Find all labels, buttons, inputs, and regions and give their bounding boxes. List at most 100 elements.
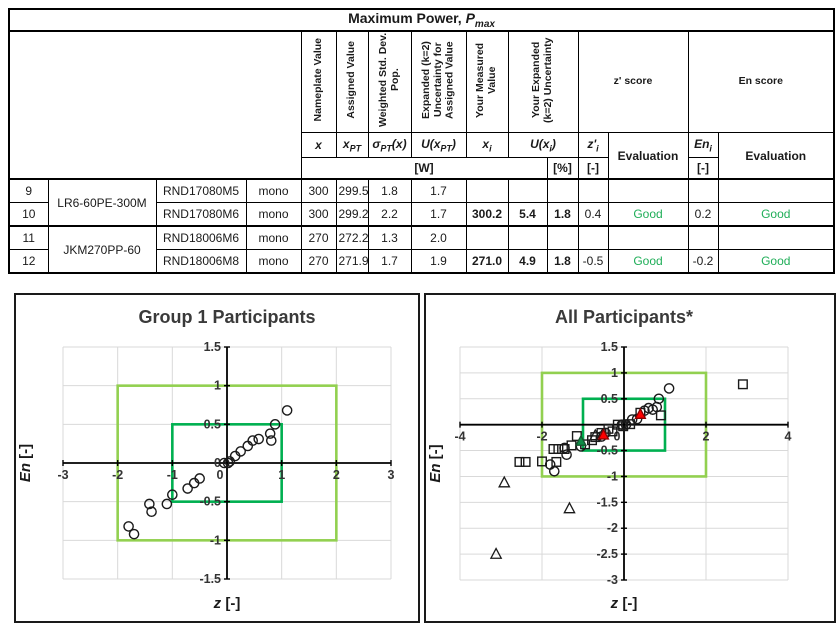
cell-row-number: 9: [8, 178, 49, 203]
chart-title: Group 1 Participants: [138, 307, 315, 327]
cell-en: [687, 178, 719, 203]
chart-svg-1: -4 -2 0 2 4 1.5 1 0.5 -0.5 -1 -1.5 -2 -2.5 -3 All Part…: [427, 307, 792, 612]
svg-text:3: 3: [388, 468, 395, 482]
svg-text:-2: -2: [112, 468, 123, 482]
cell-cell-type: mono: [245, 202, 302, 227]
cell-row-number: 11: [8, 225, 49, 250]
cell-cell-type: mono: [245, 178, 302, 203]
cell-cell-type: mono: [245, 249, 302, 274]
cell-xpt: 272.2: [335, 225, 369, 250]
cell-sample-id: RND17080M5: [155, 178, 247, 203]
svg-text:0: 0: [217, 468, 224, 482]
tick-labels: -4 -2 0 2 4 1.5 1 0.5 -0.5 -1 -1.5 -2 -2.5 -3: [454, 340, 791, 587]
unit-percent: [%]: [546, 157, 579, 180]
chart-title: All Participants*: [555, 307, 693, 327]
x-axis-title: z [-]: [610, 595, 638, 612]
svg-text:1: 1: [278, 468, 285, 482]
svg-text:-4: -4: [454, 430, 465, 444]
cell-z: [577, 178, 609, 203]
table-title-subscript: max: [474, 18, 495, 30]
cell-row-number: 10: [8, 202, 49, 227]
cell-upct: [546, 225, 579, 250]
cell-xi: [465, 178, 509, 203]
cell-eval: Good: [607, 202, 689, 227]
cell-row-number: 12: [8, 249, 49, 274]
svg-text:-1: -1: [167, 468, 178, 482]
header-en-score: En score: [687, 30, 835, 133]
axes: [62, 346, 392, 580]
header-evaluation-en: Evaluation: [717, 132, 835, 180]
series-green-filled-triangle: [574, 434, 587, 446]
cell-module-name: JKM270PP-60: [47, 225, 157, 274]
unit-watts: [W]: [300, 157, 548, 180]
cell-upt: 1.9: [410, 249, 467, 274]
cell-eval2: Good: [717, 202, 835, 227]
cell-z: -0.5: [577, 249, 609, 274]
cell-eval2: [717, 225, 835, 250]
cell-sample-id: RND18006M6: [155, 225, 247, 250]
charts-section: -3 -2 -1 0 1 2 3 1.5 1 0.5 0 -0.5 -1 -1.5 Group 1 Part…: [14, 293, 836, 623]
header-nameplate-value: Nameplate Value: [300, 30, 337, 133]
cell-xi: [465, 225, 509, 250]
series-your-results-red-triangles: [597, 407, 647, 440]
cell-uw: 5.4: [507, 202, 548, 227]
symbol-upt: U(xPT): [410, 132, 467, 158]
svg-text:-3: -3: [607, 573, 618, 587]
cell-uw: 4.9: [507, 249, 548, 274]
svg-text:0.5: 0.5: [204, 417, 221, 431]
table-title-row: Maximum Power, Pmax: [8, 8, 835, 32]
x-axis-title: z [-]: [213, 595, 241, 612]
cell-eval: [607, 178, 689, 203]
table-row: 9 LR6-60PE-300M RND17080M5 mono 300 299.5 1.8 1…: [8, 178, 835, 227]
cell-uw: [507, 178, 548, 203]
cell-sigma: 1.3: [367, 225, 412, 250]
cell-z: 0.4: [577, 202, 609, 227]
symbol-x: x: [300, 132, 337, 158]
svg-text:-2.5: -2.5: [596, 547, 618, 561]
unit-dash-en: [-]: [687, 157, 719, 180]
cell-xpt: 299.5: [335, 178, 369, 203]
header-weighted-std: Weighted Std. Dev. Pop.: [367, 30, 412, 133]
cell-upt: 1.7: [410, 202, 467, 227]
cell-x: 300: [300, 202, 337, 227]
svg-text:-1: -1: [210, 533, 221, 547]
group1-chart: -3 -2 -1 0 1 2 3 1.5 1 0.5 0 -0.5 -1 -1.5 Group 1 Part…: [14, 293, 420, 623]
svg-text:-3: -3: [57, 468, 68, 482]
svg-text:1.5: 1.5: [601, 340, 618, 354]
cell-eval2: Good: [717, 249, 835, 274]
cell-eval: Good: [607, 249, 689, 274]
cell-sigma: 2.2: [367, 202, 412, 227]
header-your-expanded: Your Expanded (k=2) Uncertainty: [507, 30, 579, 133]
svg-text:1.5: 1.5: [204, 340, 221, 354]
cell-uw: [507, 225, 548, 250]
header-assigned-value: Assigned Value: [335, 30, 369, 133]
cell-module-name: LR6-60PE-300M: [47, 178, 157, 227]
cell-sample-id: RND17080M6: [155, 202, 247, 227]
units-row: [W] [%] [-] [-]: [9, 157, 834, 180]
header-evaluation-z: Evaluation: [607, 132, 689, 180]
svg-text:-1.5: -1.5: [199, 572, 221, 586]
cell-x: 300: [300, 178, 337, 203]
y-axis-title: En [-]: [17, 444, 34, 482]
cell-sample-id: RND18006M8: [155, 249, 247, 274]
header-z-score: z' score: [577, 30, 689, 133]
series-group2-squares: [514, 379, 748, 467]
axes: [459, 346, 789, 581]
cell-upt: 2.0: [410, 225, 467, 250]
table-row: 10 RND17080M6 mono 300 299.2 2.2 1.7 300.2 5.4 1.…: [8, 202, 835, 227]
svg-text:1: 1: [214, 379, 221, 393]
svg-text:-0.5: -0.5: [199, 495, 221, 509]
cell-xi: 271.0: [465, 249, 509, 274]
svg-text:4: 4: [785, 430, 792, 444]
cell-z: [577, 225, 609, 250]
cell-eval2: [717, 178, 835, 203]
cell-sigma: 1.8: [367, 178, 412, 203]
cell-xi: 300.2: [465, 202, 509, 227]
blank-header-cell: [8, 30, 302, 180]
chart-svg-0: -3 -2 -1 0 1 2 3 1.5 1 0.5 0 -0.5 -1 -1.5 Group 1 Part…: [17, 307, 395, 612]
results-table: Maximum Power, Pmax Nameplate Value Assi…: [8, 8, 836, 274]
series-group3-triangles: [489, 428, 602, 559]
svg-text:-2: -2: [536, 430, 547, 444]
cell-eval: [607, 225, 689, 250]
cell-xpt: 299.2: [335, 202, 369, 227]
